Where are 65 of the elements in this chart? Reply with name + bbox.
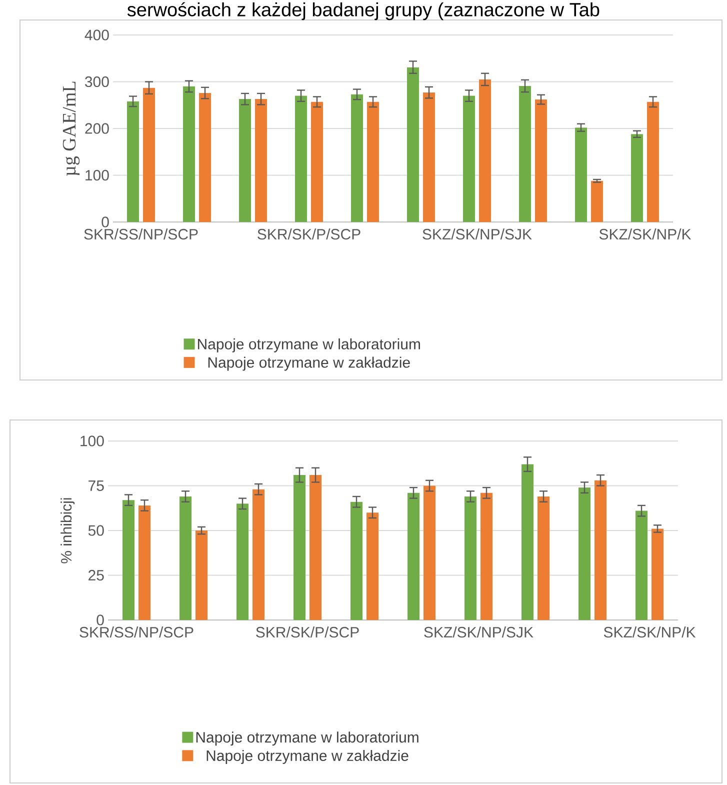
y-tick-label: 100 <box>86 170 109 181</box>
bar <box>462 96 475 222</box>
bar <box>310 475 322 620</box>
bar <box>138 505 150 620</box>
bar <box>652 528 664 620</box>
y-tick-label: 25 <box>88 570 104 581</box>
bar <box>182 86 195 222</box>
bar <box>478 79 491 222</box>
bar <box>422 92 435 222</box>
bar <box>196 530 208 620</box>
bar <box>367 102 379 222</box>
bar <box>630 134 643 222</box>
bar <box>407 67 419 222</box>
bar <box>366 512 378 620</box>
legend-label: Napoje otrzymane w laboratorium <box>196 732 418 746</box>
bar <box>538 496 550 620</box>
bar <box>295 96 307 222</box>
bar <box>122 500 134 620</box>
bar <box>646 102 659 222</box>
y-axis-title: % inhibicji <box>60 498 75 564</box>
bar <box>518 86 531 222</box>
bar <box>143 88 155 222</box>
bar <box>236 504 248 620</box>
legend-label: Napoje otrzymane w zakładzie <box>206 750 408 764</box>
x-tick-label: SKZ/SK/NP/SJK <box>422 228 532 240</box>
y-tick-label: 0 <box>96 614 104 626</box>
bar <box>636 510 648 620</box>
bar <box>127 101 139 222</box>
bar <box>239 99 251 222</box>
bar <box>590 180 603 222</box>
x-tick-label: SKR/SS/NP/SCP <box>80 626 194 638</box>
bar <box>480 492 493 620</box>
bar <box>294 475 306 620</box>
y-tick-label: 400 <box>84 30 109 40</box>
bar <box>594 480 606 620</box>
text: serwościach z każdej badanej grupy (zaznaczone w Tab <box>127 2 600 20</box>
y-tick-label: 300 <box>85 76 109 88</box>
x-tick-label: SKZ/SK/NP/K <box>599 228 692 240</box>
bar <box>408 492 420 620</box>
y-tick-label: 50 <box>88 525 104 536</box>
y-axis-title: µg GAE/mL <box>62 82 80 176</box>
x-tick-label: SKZ/SK/NP/SJK <box>424 626 534 638</box>
legend-label: Napoje otrzymane w zakładzie <box>208 356 410 371</box>
x-tick-label: SKR/SS/NP/SCP <box>84 228 198 240</box>
x-tick-label: SKR/SK/P/SCP <box>258 228 360 240</box>
bar <box>180 496 192 620</box>
bar <box>574 128 587 222</box>
bar <box>522 464 534 620</box>
y-tick-label: 200 <box>85 123 109 134</box>
bar <box>424 486 436 620</box>
bar <box>310 102 323 222</box>
bar <box>535 100 547 222</box>
x-tick-label: SKZ/SK/NP/K <box>604 626 696 638</box>
x-tick-label: SKR/SK/P/SCP <box>256 626 359 638</box>
bar <box>255 99 267 222</box>
legend-label: Napoje otrzymane w laboratorium <box>198 338 420 352</box>
bar <box>252 489 264 620</box>
bar <box>350 94 363 222</box>
bar <box>350 502 362 620</box>
y-tick-label: 75 <box>88 480 104 491</box>
y-tick-label: 100 <box>80 436 104 446</box>
bar <box>578 488 591 620</box>
bar <box>464 496 477 620</box>
bar <box>199 92 211 222</box>
y-tick-label: 0 <box>102 216 109 228</box>
